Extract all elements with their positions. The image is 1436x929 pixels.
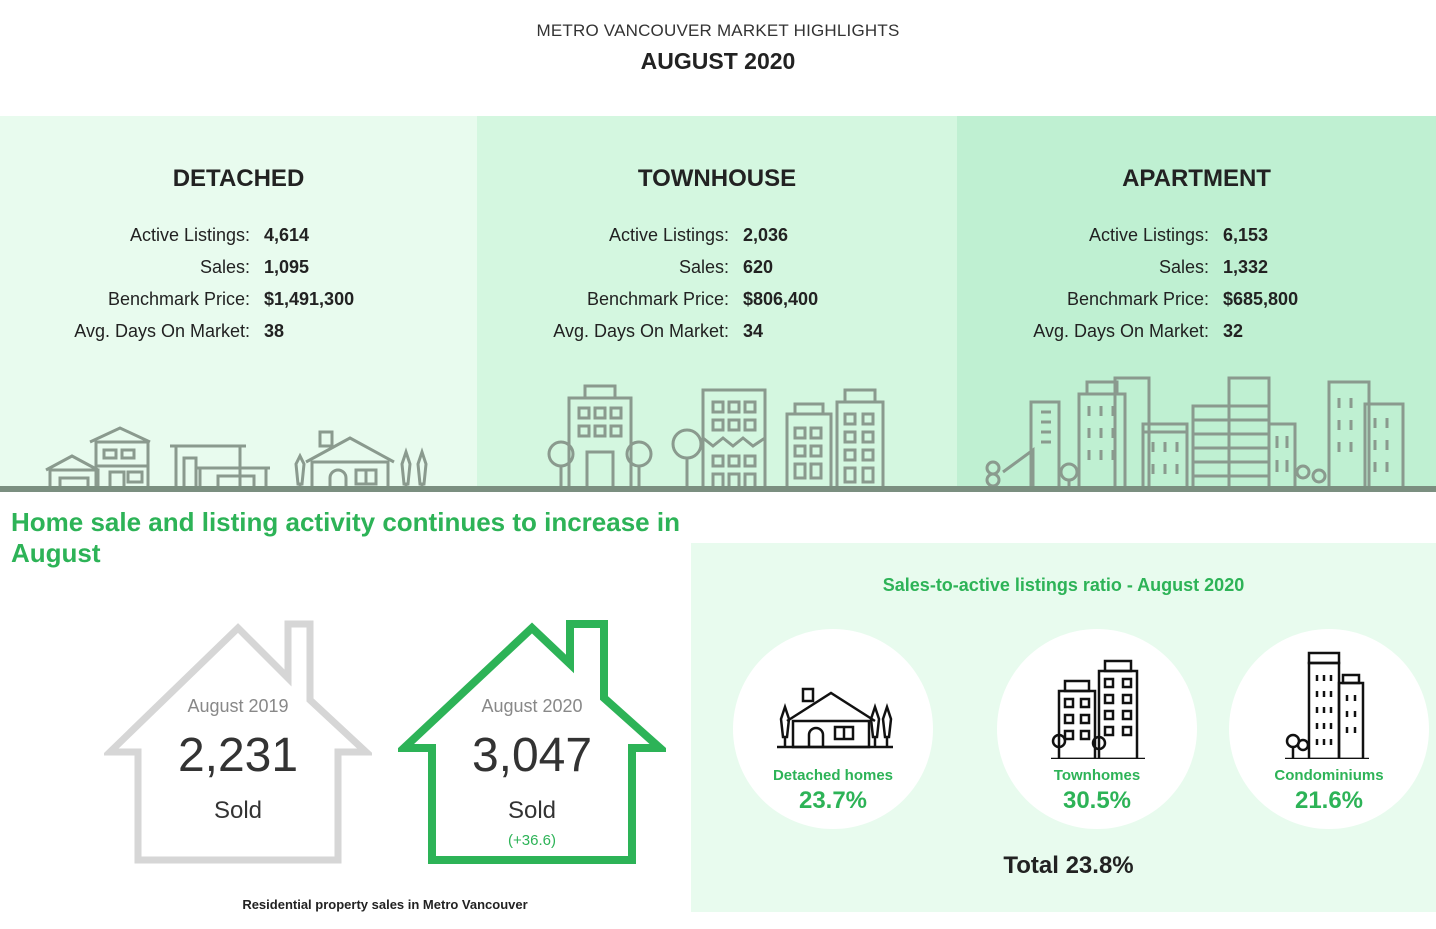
stat-row: Sales: 1,332	[959, 251, 1298, 283]
stat-value: $1,491,300	[264, 288, 355, 309]
stat-label: Sales:	[1158, 256, 1209, 277]
detached-houses-illustration	[45, 426, 428, 492]
detached-title: DETACHED	[172, 165, 305, 192]
stat-label: Benchmark Price:	[586, 288, 729, 309]
apartment-stats: Active Listings: 6,153 Sales: 1,332 Benchm…	[959, 219, 1298, 347]
sales-change: (+36.6)	[508, 832, 556, 849]
stat-label: Benchmark Price:	[1066, 288, 1209, 309]
detached-house-icon	[777, 687, 893, 749]
prev-sold-label: Sold	[213, 797, 263, 824]
stat-value: $806,400	[743, 288, 819, 309]
ratio-label: Detached homes	[772, 767, 894, 784]
report-title: AUGUST 2020	[640, 48, 796, 74]
stat-row: Avg. Days On Market: 38	[0, 315, 354, 347]
house-outline-icon	[398, 620, 666, 864]
detached-stats: Active Listings: 4,614 Sales: 1,095 Benchm…	[0, 219, 354, 347]
stat-label: Active Listings:	[1088, 224, 1209, 245]
house-outline-icon	[104, 620, 372, 864]
townhouse-title: TOWNHOUSE	[637, 165, 797, 192]
stat-label: Benchmark Price:	[107, 288, 250, 309]
stat-row: Benchmark Price: $685,800	[959, 283, 1298, 315]
stat-label: Avg. Days On Market:	[553, 320, 729, 341]
stat-label: Avg. Days On Market:	[74, 320, 250, 341]
curr-year-label: August 2020	[481, 696, 583, 716]
townhouse-stats: Active Listings: 2,036 Sales: 620 Benchmar…	[479, 219, 818, 347]
stat-row: Sales: 1,095	[0, 251, 354, 283]
curr-sold-count: 3,047	[471, 729, 593, 782]
ratio-label: Townhomes	[1053, 767, 1141, 784]
prev-sold-count: 2,231	[177, 729, 299, 782]
ratio-value: 21.6%	[1294, 787, 1364, 814]
stat-label: Sales:	[678, 256, 729, 277]
stat-row: Active Listings: 6,153	[959, 219, 1298, 251]
ratio-card-condominiums: Condominiums 21.6%	[1229, 629, 1429, 829]
condo-tower-icon	[1285, 651, 1369, 759]
apartment-title: APARTMENT	[1122, 165, 1271, 192]
sales-prev-house: August 2019 2,231 Sold	[104, 620, 372, 868]
stat-row: Avg. Days On Market: 32	[959, 315, 1298, 347]
ratio-total: Total 23.8%	[1003, 852, 1134, 879]
stat-value: $685,800	[1223, 288, 1299, 309]
stat-value: 1,095	[264, 256, 310, 277]
stat-value: 32	[1223, 320, 1244, 341]
apartments-illustration	[985, 376, 1405, 492]
stat-value: 2,036	[743, 224, 789, 245]
stat-row: Active Listings: 4,614	[0, 219, 354, 251]
ratio-title: Sales-to-active listings ratio - August …	[882, 575, 1245, 595]
stat-value: 38	[264, 320, 285, 341]
stat-value: 34	[743, 320, 764, 341]
stat-row: Sales: 620	[479, 251, 818, 283]
stat-value: 620	[743, 256, 774, 277]
ratio-card-townhomes: Townhomes 30.5%	[997, 629, 1197, 829]
ratio-panel: Sales-to-active listings ratio - August …	[691, 543, 1436, 912]
stat-value: 6,153	[1223, 224, 1269, 245]
prev-year-label: August 2019	[187, 696, 289, 716]
stat-label: Avg. Days On Market:	[1033, 320, 1209, 341]
curr-sold-label: Sold	[507, 797, 557, 824]
apartment-panel: APARTMENT Active Listings: 6,153 Sales: 1,…	[957, 116, 1436, 492]
sales-curr-house: August 2020 3,047 Sold (+36.6)	[398, 620, 666, 868]
townhouse-icon	[1051, 659, 1145, 759]
ratio-value: 30.5%	[1062, 787, 1132, 814]
townhouses-illustration	[547, 384, 897, 492]
stat-row: Benchmark Price: $1,491,300	[0, 283, 354, 315]
ratio-value: 23.7%	[798, 787, 868, 814]
stat-row: Avg. Days On Market: 34	[479, 315, 818, 347]
sales-caption: Residential property sales in Metro Vanc…	[242, 897, 528, 912]
ratio-card-detached: Detached homes 23.7%	[733, 629, 933, 829]
ground-line	[0, 486, 1436, 492]
stat-row: Active Listings: 2,036	[479, 219, 818, 251]
headline: Home sale and listing activity continues…	[11, 507, 680, 568]
detached-panel: DETACHED Active Listings: 4,614 Sales: 1,0…	[0, 116, 477, 492]
report-subtitle: METRO VANCOUVER MARKET HIGHLIGHTS	[536, 21, 900, 40]
stat-value: 1,332	[1223, 256, 1269, 277]
stat-label: Active Listings:	[608, 224, 729, 245]
stat-label: Sales:	[199, 256, 250, 277]
stat-row: Benchmark Price: $806,400	[479, 283, 818, 315]
stat-label: Active Listings:	[129, 224, 250, 245]
townhouse-panel: TOWNHOUSE Active Listings: 2,036 Sales: 62…	[477, 116, 957, 492]
ratio-label: Condominiums	[1274, 767, 1384, 784]
stat-value: 4,614	[264, 224, 310, 245]
